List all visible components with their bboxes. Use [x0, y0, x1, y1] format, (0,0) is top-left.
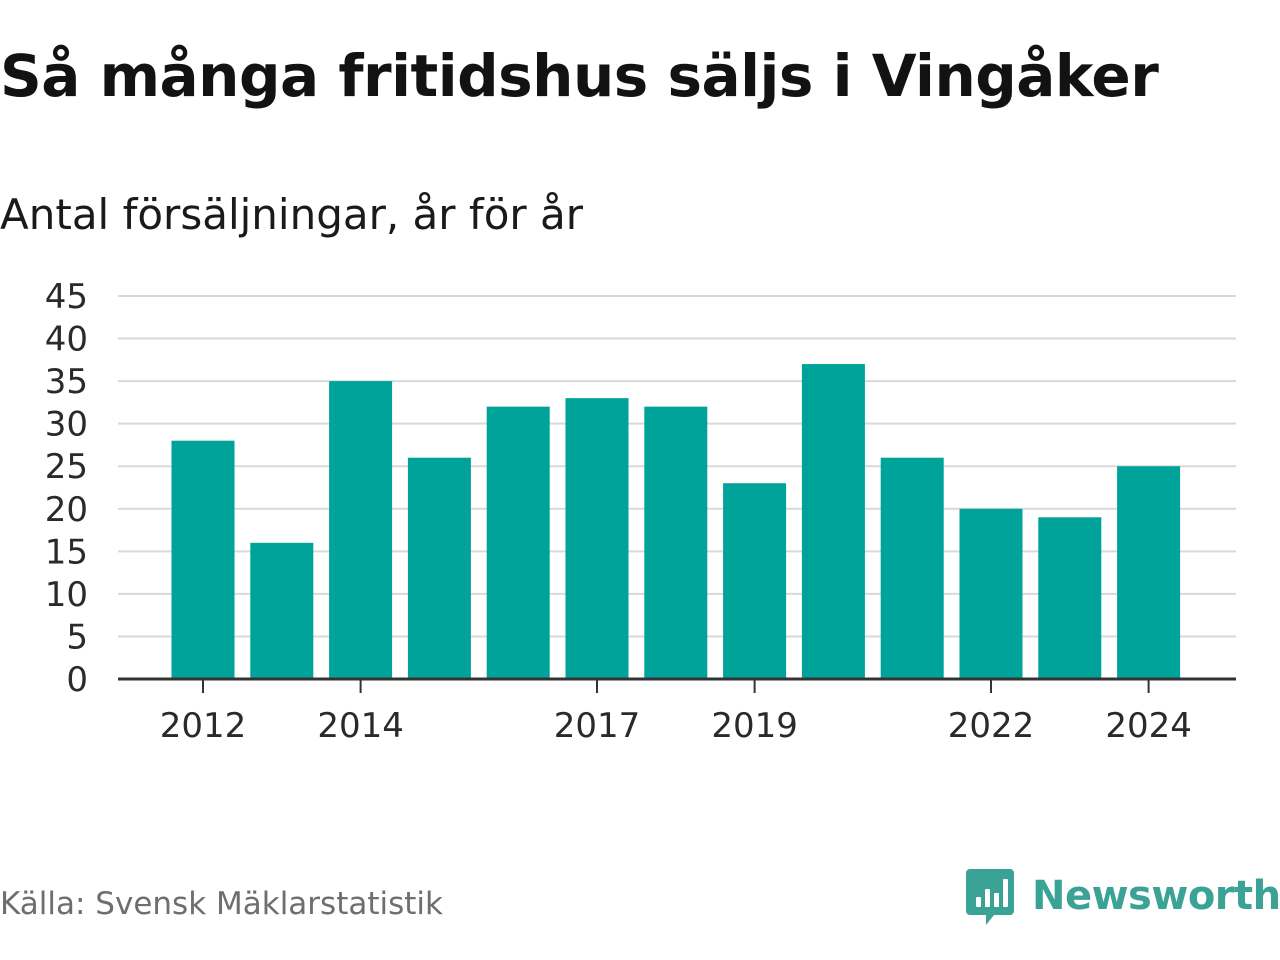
bar-2015 [407, 457, 471, 679]
bar-2021 [880, 457, 944, 679]
bar-2018 [644, 406, 708, 679]
y-tick-label: 25 [45, 447, 88, 487]
brand-logo: Newsworthy [964, 864, 1280, 928]
bar-2019 [723, 483, 787, 679]
y-tick-label: 45 [45, 277, 88, 317]
y-tick-label: 35 [45, 362, 88, 402]
bar-2022 [959, 508, 1023, 679]
source-note: Källa: Svensk Mäklarstatistik [0, 886, 443, 922]
x-tick-label: 2017 [554, 706, 641, 746]
y-tick-label: 5 [66, 617, 88, 657]
bar-2016 [486, 406, 550, 679]
y-tick-label: 30 [45, 405, 88, 445]
y-tick-label: 20 [45, 490, 88, 530]
bar-2017 [565, 398, 629, 679]
y-tick-label: 0 [66, 660, 88, 700]
bar-2013 [250, 542, 314, 679]
x-tick-label: 2022 [948, 706, 1035, 746]
x-tick-label: 2014 [317, 706, 404, 746]
x-tick-label: 2019 [711, 706, 798, 746]
brand-name: Newsworthy [1032, 873, 1280, 919]
bar-2014 [329, 381, 393, 679]
x-tick-label: 2012 [160, 706, 247, 746]
bar-2024 [1117, 466, 1181, 679]
y-tick-label: 40 [45, 320, 88, 360]
x-tick-label: 2024 [1105, 706, 1192, 746]
bar-2020 [801, 364, 865, 679]
chart-subtitle: Antal försäljningar, år för år [0, 190, 584, 239]
y-tick-label: 15 [45, 532, 88, 572]
newsworthy-logo-icon [966, 869, 1014, 925]
x-axis-ticks: 2012 2014 2017 2019 2022 2024 [160, 679, 1192, 746]
chart-title: Så många fritidshus säljs i Vingåker [0, 42, 1159, 110]
bar-2023 [1038, 517, 1102, 679]
bars [171, 364, 1181, 679]
bar-2012 [171, 440, 235, 679]
y-tick-label: 10 [45, 575, 88, 615]
